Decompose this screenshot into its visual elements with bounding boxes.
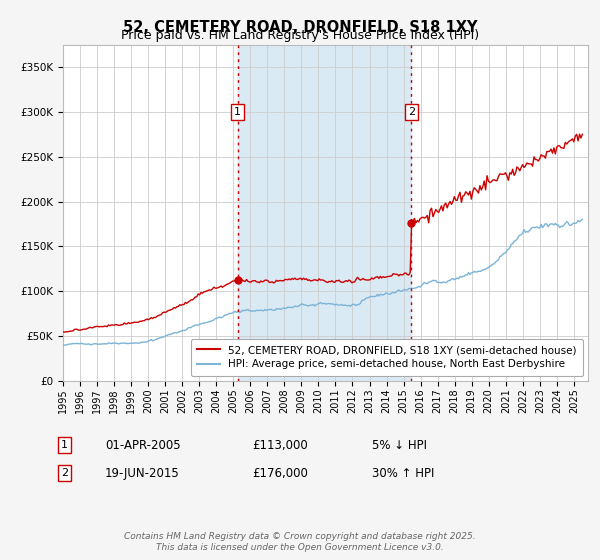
Text: 5% ↓ HPI: 5% ↓ HPI <box>372 438 427 452</box>
Text: 1: 1 <box>234 107 241 117</box>
Text: 01-APR-2005: 01-APR-2005 <box>105 438 181 452</box>
Text: 19-JUN-2015: 19-JUN-2015 <box>105 466 180 480</box>
Text: Price paid vs. HM Land Registry's House Price Index (HPI): Price paid vs. HM Land Registry's House … <box>121 29 479 42</box>
Text: Contains HM Land Registry data © Crown copyright and database right 2025.
This d: Contains HM Land Registry data © Crown c… <box>124 532 476 552</box>
Bar <box>238 45 412 381</box>
Text: 2: 2 <box>61 468 68 478</box>
Legend: 52, CEMETERY ROAD, DRONFIELD, S18 1XY (semi-detached house), HPI: Average price,: 52, CEMETERY ROAD, DRONFIELD, S18 1XY (s… <box>191 339 583 376</box>
Text: £113,000: £113,000 <box>252 438 308 452</box>
Text: £176,000: £176,000 <box>252 466 308 480</box>
Text: 1: 1 <box>61 440 68 450</box>
Text: 52, CEMETERY ROAD, DRONFIELD, S18 1XY: 52, CEMETERY ROAD, DRONFIELD, S18 1XY <box>123 20 477 35</box>
Text: 30% ↑ HPI: 30% ↑ HPI <box>372 466 434 480</box>
Text: 2: 2 <box>408 107 415 117</box>
